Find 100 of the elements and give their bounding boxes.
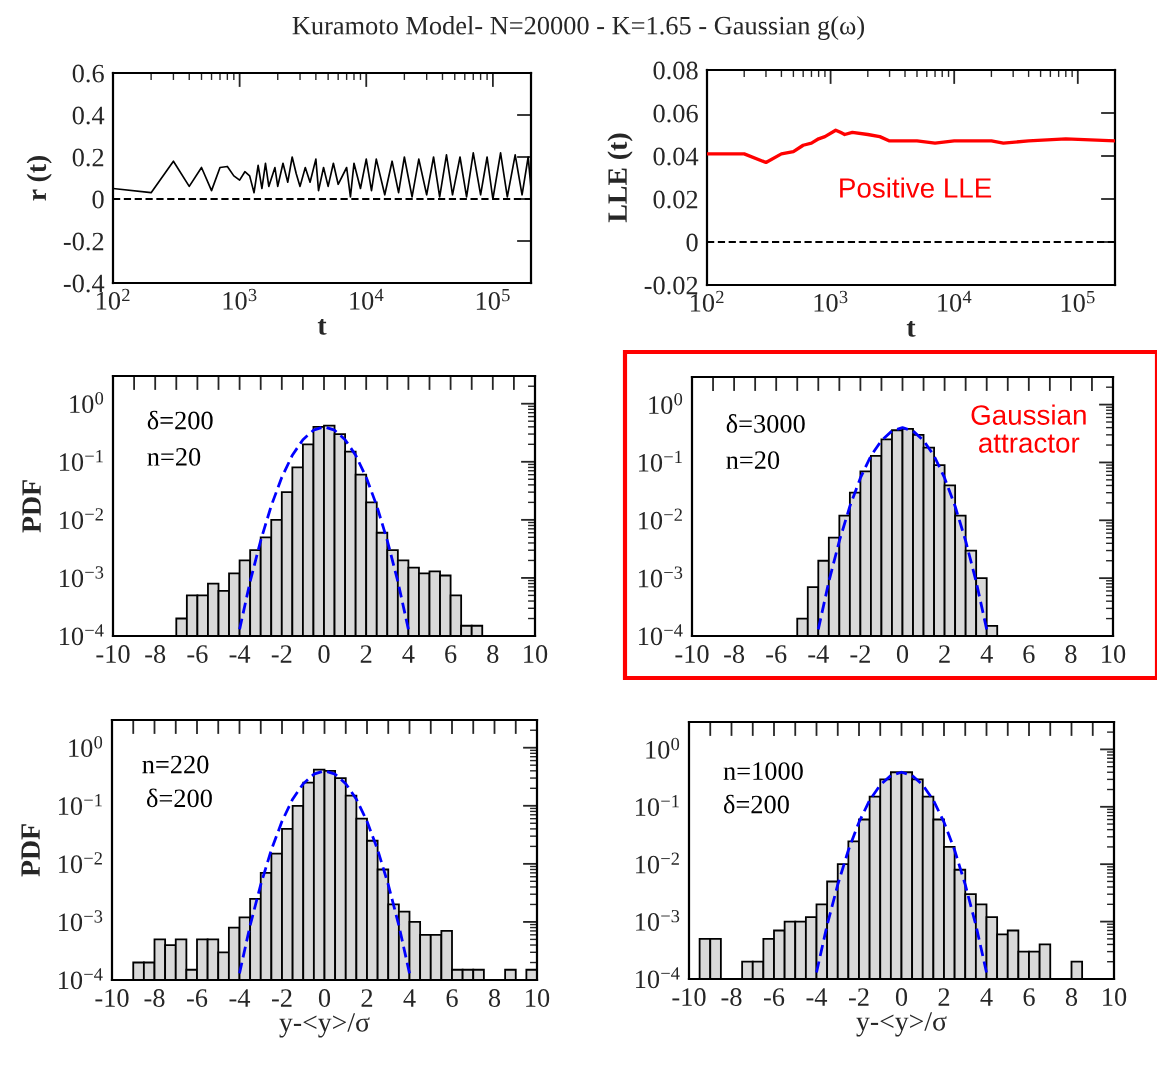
x-axis-title: t xyxy=(906,320,916,337)
x-tick-label: -10 xyxy=(672,988,706,1006)
x-tick-label: -8 xyxy=(721,988,742,1006)
x-tick-label: -8 xyxy=(145,645,166,663)
line-series xyxy=(238,769,411,975)
x-tick-label: 8 xyxy=(488,989,501,1007)
y-tick-label: 0 xyxy=(92,190,104,209)
x-tick-label: 2 xyxy=(361,989,373,1007)
y-tick-label: 0.2 xyxy=(72,148,104,167)
annotation: n=220 xyxy=(142,755,209,774)
y-tick-label: 10$^{0}$ xyxy=(649,392,683,414)
line-series xyxy=(238,425,410,631)
x-tick-label: 8 xyxy=(1065,988,1078,1006)
annotation: n=20 xyxy=(726,451,780,470)
x-tick-label: -8 xyxy=(724,645,745,663)
x-tick-label: 2 xyxy=(360,645,372,663)
x-axis-title: y-<y>/σ xyxy=(856,1012,947,1037)
y-tick-label: 10$^{−2}$ xyxy=(60,508,103,530)
x-tick-label: 4 xyxy=(980,645,993,663)
annotation: n=1000 xyxy=(723,762,803,781)
x-tick-label: -8 xyxy=(144,989,165,1007)
x-tick-label: 10 xyxy=(1103,988,1127,1006)
y-tick-label: 10$^{−4}$ xyxy=(636,967,680,989)
x-tick-label: 0 xyxy=(896,645,909,663)
y-tick-label: 0.6 xyxy=(72,64,104,83)
x-tick-label: 10 xyxy=(524,645,548,663)
x-tick-label: 0 xyxy=(318,989,331,1007)
y-tick-label: 10$^{−2}$ xyxy=(59,852,102,874)
y-axis-title: r (t) xyxy=(26,155,52,201)
x-tick-label: 4 xyxy=(980,988,993,1006)
x-tick-label: -2 xyxy=(850,645,870,663)
x-tick-label: 0 xyxy=(318,645,330,663)
x-tick-label: -6 xyxy=(186,989,208,1007)
x-tick-label: -4 xyxy=(229,645,251,663)
x-tick-label: -10 xyxy=(675,645,709,663)
x-tick-label: -10 xyxy=(96,645,130,663)
y-tick-label: 10$^{0}$ xyxy=(646,737,680,759)
y-tick-label: 10$^{−4}$ xyxy=(60,624,104,646)
y-tick-label: 10$^{−3}$ xyxy=(636,909,680,931)
y-tick-label: 10$^{0}$ xyxy=(69,736,103,758)
x-tick-label: -6 xyxy=(766,645,787,663)
x-tick-label: 4 xyxy=(403,989,416,1007)
x-tick-label: -4 xyxy=(808,645,829,663)
annotation: Gaussian attractor xyxy=(971,404,1086,453)
x-tick-label: 10$^{4}$ xyxy=(350,288,384,310)
y-tick-label: 10$^{−3}$ xyxy=(59,910,103,932)
x-tick-label: -6 xyxy=(187,645,208,663)
chart-title: Kuramoto Model- N=20000 - K=1.65 - Gaussian g(ω) xyxy=(292,16,865,40)
y-axis-title: LLE (t) xyxy=(607,133,633,223)
y-tick-label: 0.04 xyxy=(653,147,699,166)
y-tick-label: 0.06 xyxy=(653,104,698,123)
x-tick-label: 2 xyxy=(938,988,950,1006)
x-tick-label: -10 xyxy=(95,989,129,1007)
x-tick-label: -6 xyxy=(763,988,785,1006)
y-axis-title: PDF xyxy=(22,480,41,533)
x-tick-label: 6 xyxy=(1023,645,1035,663)
y-axis-title: PDF xyxy=(21,824,40,877)
y-tick-label: -0.2 xyxy=(63,232,104,251)
x-tick-label: 6 xyxy=(446,989,458,1007)
x-tick-label: 6 xyxy=(445,645,457,663)
y-tick-label: 10$^{−3}$ xyxy=(60,566,104,588)
annotation: Positive LLE xyxy=(840,177,992,198)
y-tick-label: 10$^{0}$ xyxy=(70,392,104,414)
x-tick-label: -2 xyxy=(848,988,869,1006)
y-tick-label: 0.08 xyxy=(653,61,698,80)
x-tick-label: 10$^{5}$ xyxy=(1061,291,1095,312)
x-tick-label: -4 xyxy=(229,989,251,1007)
y-tick-label: 10$^{−1}$ xyxy=(60,450,103,472)
line-series xyxy=(815,770,988,974)
x-tick-label: 10 xyxy=(526,989,550,1007)
x-tick-label: 10$^{5}$ xyxy=(476,289,510,310)
y-tick-label: 10$^{−2}$ xyxy=(636,852,679,874)
x-tick-label: -4 xyxy=(806,988,828,1006)
x-tick-label: 10 xyxy=(1102,645,1126,663)
x-axis-title: t xyxy=(317,318,327,335)
y-tick-label: 0 xyxy=(686,233,698,252)
y-tick-label: 0.02 xyxy=(653,190,698,209)
x-tick-label: 8 xyxy=(1065,645,1077,663)
y-tick-label: 10$^{−1}$ xyxy=(59,794,102,816)
y-tick-label: 10$^{−1}$ xyxy=(636,795,679,817)
y-tick-label: 10$^{−2}$ xyxy=(639,508,682,530)
x-tick-label: 10$^{3}$ xyxy=(223,288,257,310)
x-tick-label: 8 xyxy=(487,645,499,663)
x-axis-title: y-<y>/σ xyxy=(279,1013,370,1038)
y-tick-label: 0.4 xyxy=(72,106,105,125)
annotation: δ=3000 xyxy=(726,414,805,433)
x-tick-label: -2 xyxy=(271,645,292,663)
annotation: δ=200 xyxy=(147,410,213,430)
y-tick-label: 10$^{−3}$ xyxy=(639,566,683,588)
annotation: δ=200 xyxy=(146,788,212,808)
x-tick-label: -2 xyxy=(271,989,292,1007)
y-tick-label: 10$^{−1}$ xyxy=(639,450,682,472)
x-tick-label: 10$^{4}$ xyxy=(938,290,972,312)
y-tick-label: 10$^{−4}$ xyxy=(59,968,103,990)
x-tick-label: 6 xyxy=(1023,988,1035,1006)
x-tick-label: 0 xyxy=(895,988,908,1006)
annotation: n=20 xyxy=(147,448,201,466)
x-tick-label: 2 xyxy=(939,645,950,663)
x-tick-label: 10$^{3}$ xyxy=(814,290,848,312)
y-tick-label: 10$^{−4}$ xyxy=(639,624,683,646)
